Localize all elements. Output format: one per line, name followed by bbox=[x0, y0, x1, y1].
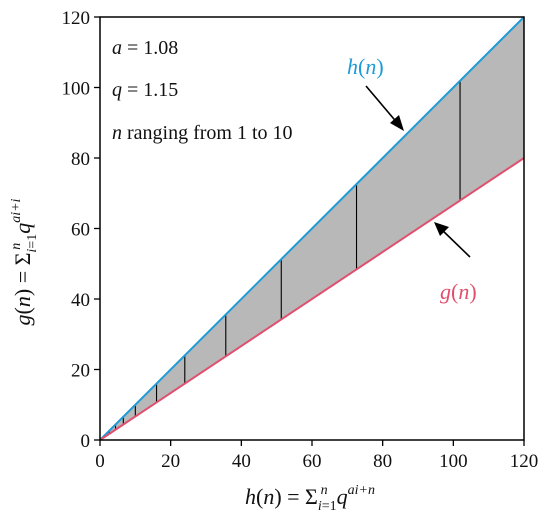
x-tick-label: 80 bbox=[373, 451, 392, 472]
x-tick-label: 100 bbox=[439, 451, 468, 472]
y-tick-label: 80 bbox=[71, 149, 90, 170]
series-label-g: g(n) bbox=[440, 279, 477, 304]
y-axis-ticks: 0 20 40 60 80 100 120 bbox=[62, 8, 100, 452]
y-tick-label: 0 bbox=[81, 431, 91, 452]
series-label-h: h(n) bbox=[347, 54, 384, 79]
x-tick-label: 40 bbox=[232, 451, 251, 472]
x-tick-label: 20 bbox=[161, 451, 180, 472]
y-axis-label: g(n) = Σi=1nqai+i bbox=[9, 198, 40, 325]
x-tick-label: 120 bbox=[510, 451, 539, 472]
series-line-g bbox=[99, 157, 525, 441]
y-tick-label: 20 bbox=[71, 361, 90, 382]
x-axis-ticks: 0 20 40 60 80 100 120 bbox=[95, 440, 538, 472]
y-tick-label: 120 bbox=[62, 8, 91, 29]
x-axis-label: h(n) = Σi=1n qai+n bbox=[245, 483, 375, 514]
series-line-h bbox=[99, 16, 525, 441]
x-tick-label: 0 bbox=[95, 451, 105, 472]
y-tick-label: 40 bbox=[71, 290, 90, 311]
y-tick-label: 100 bbox=[62, 79, 91, 100]
annotation-n-range: n ranging from 1 to 10 bbox=[112, 122, 293, 144]
x-tick-label: 60 bbox=[303, 451, 322, 472]
arrow-to-h bbox=[365, 85, 404, 131]
annotation-a: a = 1.08 bbox=[112, 37, 178, 59]
arrow-to-g bbox=[434, 222, 471, 258]
annotation-q: q = 1.15 bbox=[112, 79, 178, 101]
y-tick-label: 60 bbox=[71, 220, 90, 241]
drop-lines bbox=[103, 80, 461, 438]
